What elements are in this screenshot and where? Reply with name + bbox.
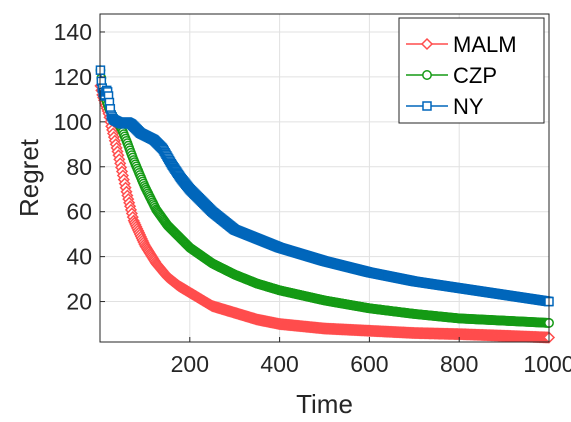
x-tick-label: 1000 xyxy=(523,351,571,377)
legend-label-ny: NY xyxy=(453,94,484,119)
y-tick-label: 140 xyxy=(54,19,92,45)
series-markers-malm xyxy=(94,79,556,344)
y-axis-label: Regret xyxy=(14,138,44,217)
legend-label-czp: CZP xyxy=(453,63,497,88)
legend-label-malm: MALM xyxy=(453,32,517,57)
y-tick-label: 20 xyxy=(66,289,92,315)
x-tick-label: 600 xyxy=(350,351,388,377)
x-tick-label: 800 xyxy=(440,351,478,377)
y-tick-label: 100 xyxy=(54,109,92,135)
y-tick-label: 120 xyxy=(54,64,92,90)
plot-area-frame xyxy=(99,13,550,343)
legend-marker-malm xyxy=(420,37,434,51)
x-axis-label: Time xyxy=(296,389,353,419)
legend: MALM CZP NY xyxy=(398,17,545,124)
axis-ticks: 200 400 600 800 1000 20 40 60 80 100 120 140 xyxy=(54,19,571,377)
series-layer xyxy=(94,65,556,344)
y-tick-label: 40 xyxy=(66,244,92,270)
x-tick-label: 200 xyxy=(171,351,209,377)
series-ny xyxy=(95,65,554,307)
y-tick-label: 60 xyxy=(66,199,92,225)
series-markers-ny xyxy=(95,65,554,307)
x-tick-label: 400 xyxy=(260,351,298,377)
legend-marker-ny xyxy=(422,101,432,111)
legend-marker-czp xyxy=(422,70,432,80)
series-czp xyxy=(95,65,554,328)
series-malm xyxy=(94,79,556,344)
y-tick-label: 80 xyxy=(66,154,92,180)
